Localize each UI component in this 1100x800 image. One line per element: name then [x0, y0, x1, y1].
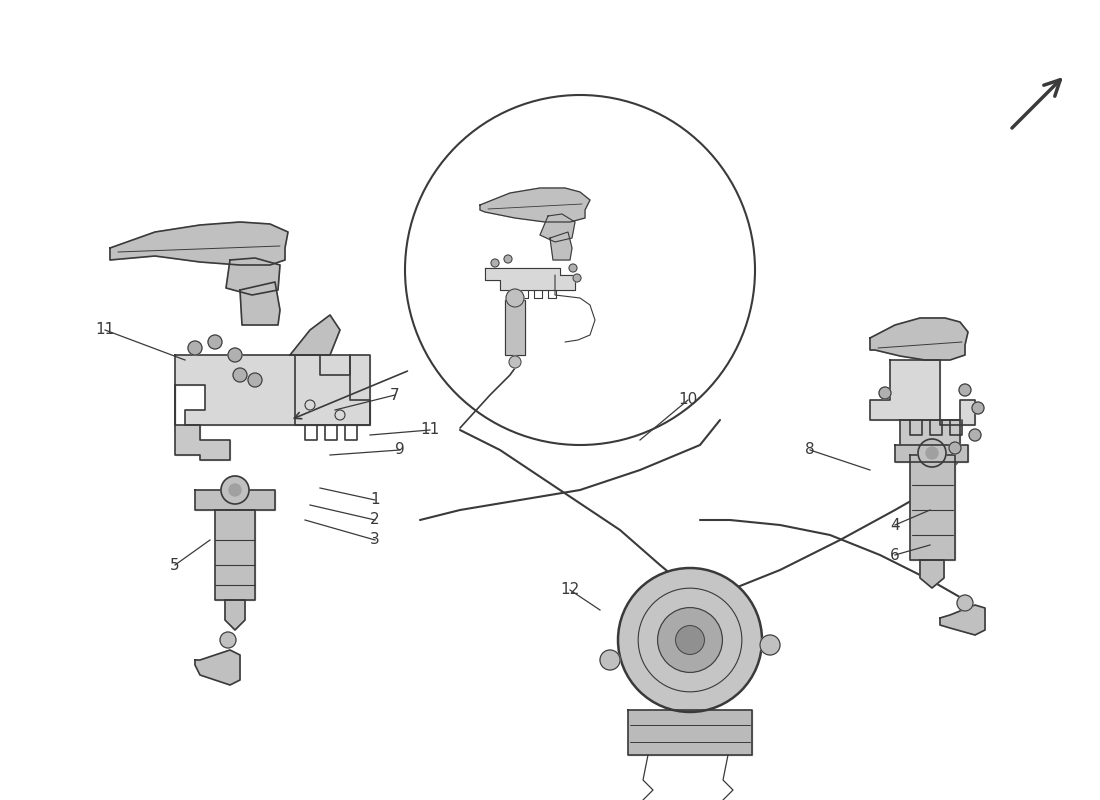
Polygon shape: [195, 490, 275, 510]
Text: 6: 6: [890, 547, 900, 562]
Polygon shape: [110, 222, 288, 265]
Polygon shape: [870, 318, 968, 360]
Circle shape: [618, 568, 762, 712]
Text: 5: 5: [170, 558, 179, 573]
Circle shape: [918, 439, 946, 467]
Polygon shape: [895, 445, 968, 462]
Circle shape: [228, 348, 242, 362]
Text: 7: 7: [390, 387, 399, 402]
Circle shape: [336, 410, 345, 420]
Circle shape: [600, 650, 620, 670]
Circle shape: [969, 429, 981, 441]
Text: 2: 2: [371, 513, 380, 527]
Circle shape: [926, 447, 938, 459]
Circle shape: [675, 626, 704, 654]
Circle shape: [949, 442, 961, 454]
Polygon shape: [214, 510, 255, 600]
Polygon shape: [550, 232, 572, 260]
Circle shape: [972, 402, 984, 414]
Circle shape: [506, 289, 524, 307]
Polygon shape: [540, 214, 575, 242]
Text: 9: 9: [395, 442, 405, 458]
Polygon shape: [910, 455, 955, 560]
Polygon shape: [900, 420, 960, 455]
Circle shape: [221, 476, 249, 504]
Circle shape: [509, 356, 521, 368]
Circle shape: [208, 335, 222, 349]
Circle shape: [957, 595, 974, 611]
Circle shape: [248, 373, 262, 387]
Circle shape: [879, 387, 891, 399]
Polygon shape: [240, 282, 280, 325]
Polygon shape: [195, 650, 240, 685]
Circle shape: [220, 632, 236, 648]
Polygon shape: [628, 710, 752, 755]
Polygon shape: [485, 268, 575, 290]
Polygon shape: [940, 605, 984, 635]
Polygon shape: [480, 188, 590, 222]
Polygon shape: [870, 360, 975, 425]
Circle shape: [229, 484, 241, 496]
Text: 1: 1: [371, 493, 380, 507]
Polygon shape: [226, 258, 280, 295]
Text: 11: 11: [96, 322, 114, 338]
Polygon shape: [920, 560, 944, 588]
Polygon shape: [505, 300, 525, 355]
Text: 12: 12: [560, 582, 580, 598]
Polygon shape: [175, 355, 370, 425]
Polygon shape: [226, 600, 245, 630]
Circle shape: [305, 400, 315, 410]
Text: 3: 3: [370, 533, 379, 547]
Circle shape: [491, 259, 499, 267]
Polygon shape: [295, 355, 370, 425]
Circle shape: [504, 255, 512, 263]
Circle shape: [760, 635, 780, 655]
Polygon shape: [175, 385, 230, 460]
Polygon shape: [290, 315, 340, 355]
Circle shape: [569, 264, 578, 272]
Circle shape: [658, 608, 723, 672]
Text: 10: 10: [679, 393, 697, 407]
Circle shape: [233, 368, 248, 382]
Circle shape: [573, 274, 581, 282]
Circle shape: [188, 341, 202, 355]
Text: 4: 4: [890, 518, 900, 533]
Text: 11: 11: [420, 422, 440, 438]
Text: 8: 8: [805, 442, 815, 458]
Circle shape: [959, 384, 971, 396]
